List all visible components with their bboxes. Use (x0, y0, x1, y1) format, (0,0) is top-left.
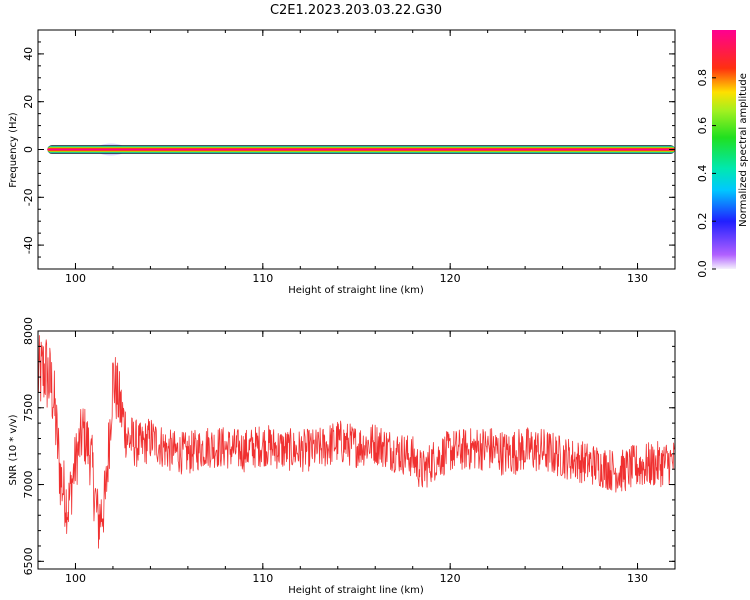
snr-frame (37, 330, 676, 570)
y-tick-label: 6500 (22, 547, 35, 575)
y-tick-label: 7000 (22, 471, 35, 499)
colorbar-gradient (712, 30, 736, 269)
y-tick-label: 20 (22, 95, 35, 109)
spectrogram-x-ticks: 100 110 120 130 (37, 30, 676, 285)
snr-panel: 100 110 120 130 8000 7500 7000 6500 Height of … (8, 317, 676, 596)
snr-x-label: Height of straight line (km) (288, 585, 424, 596)
x-tick-label: 120 (440, 572, 461, 585)
x-tick-label: 100 (65, 272, 86, 285)
colorbar-tick-label: 0.2 (696, 212, 709, 230)
spectrogram-y-ticks: 40 20 0 -20 -40 (22, 29, 675, 270)
colorbar-label: Normalized spectral amplitude (738, 73, 749, 227)
y-tick-label: -40 (22, 236, 35, 254)
snr-series-line (37, 335, 676, 549)
colorbar-tick-label: 0.6 (696, 117, 709, 135)
colorbar-tick-label: 0.8 (696, 69, 709, 87)
x-tick-label: 100 (65, 572, 86, 585)
spectrogram-x-label: Height of straight line (km) (288, 285, 424, 296)
x-tick-label: 110 (252, 272, 273, 285)
x-tick-label: 130 (627, 572, 648, 585)
colorbar: 0.0 0.2 0.4 0.6 0.8 Normalized spectral ampl… (696, 30, 749, 278)
spectrogram-y-label: Frequency (Hz) (8, 112, 19, 188)
spectrogram-panel: 100 110 120 130 40 20 0 -20 -40 Height of strai… (8, 29, 676, 296)
colorbar-ticks: 0.0 0.2 0.4 0.6 0.8 (696, 69, 716, 278)
y-tick-label: 8000 (22, 317, 35, 345)
snr-y-label: SNR (10 * v/v) (8, 414, 19, 485)
snr-content (37, 335, 676, 549)
spectrogram-content (47, 143, 675, 156)
y-tick-label: 0 (22, 146, 35, 153)
x-tick-label: 110 (252, 572, 273, 585)
colorbar-tick-label: 0.4 (696, 165, 709, 183)
y-tick-label: 40 (22, 47, 35, 61)
figure-title: C2E1.2023.203.03.22.G30 (270, 3, 442, 18)
colorbar-tick-label: 0.0 (696, 260, 709, 278)
snr-y-ticks: 8000 7500 7000 6500 (22, 317, 675, 575)
y-tick-label: -20 (22, 188, 35, 206)
band-core (47, 148, 675, 151)
x-tick-label: 130 (627, 272, 648, 285)
y-tick-label: 7500 (22, 394, 35, 422)
snr-x-ticks: 100 110 120 130 (37, 331, 676, 585)
x-tick-label: 120 (440, 272, 461, 285)
